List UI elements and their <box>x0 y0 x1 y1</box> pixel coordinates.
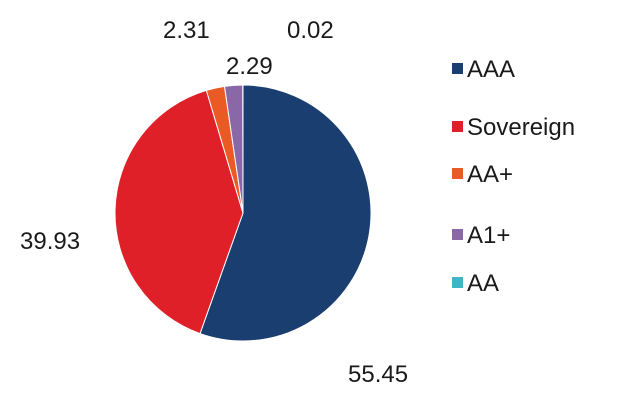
legend-item-aaa: AAA <box>452 56 515 83</box>
slice-label-aaa: 55.45 <box>348 361 408 388</box>
legend-item-a1-plus: A1+ <box>452 222 510 249</box>
legend-label-aa: AA <box>467 270 499 297</box>
slice-label-a1-plus: 2.29 <box>226 53 273 80</box>
pie-slices <box>114 84 372 342</box>
legend-item-aa: AA <box>452 270 499 297</box>
slice-label-sovereign: 39.93 <box>20 228 80 255</box>
pie-slice-aaa <box>199 84 372 342</box>
legend-swatch-aa <box>452 277 463 288</box>
legend: AAA Sovereign AA+ A1+ AA <box>452 56 575 297</box>
legend-label-sovereign: Sovereign <box>467 114 575 141</box>
legend-label-a1-plus: A1+ <box>467 222 510 249</box>
slice-labels: 55.45 39.93 2.31 2.29 0.02 <box>20 17 408 388</box>
legend-swatch-aa-plus <box>452 168 463 179</box>
legend-item-aa-plus: AA+ <box>452 161 513 188</box>
legend-item-sovereign: Sovereign <box>452 114 575 141</box>
pie-slice-sovereign <box>114 89 244 335</box>
legend-swatch-a1-plus <box>452 229 463 240</box>
legend-swatch-sovereign <box>452 121 463 132</box>
legend-label-aaa: AAA <box>467 56 515 83</box>
slice-label-aa-plus: 2.31 <box>163 17 210 44</box>
legend-swatch-aaa <box>452 63 463 74</box>
slice-label-aa: 0.02 <box>287 17 334 44</box>
legend-label-aa-plus: AA+ <box>467 161 513 188</box>
